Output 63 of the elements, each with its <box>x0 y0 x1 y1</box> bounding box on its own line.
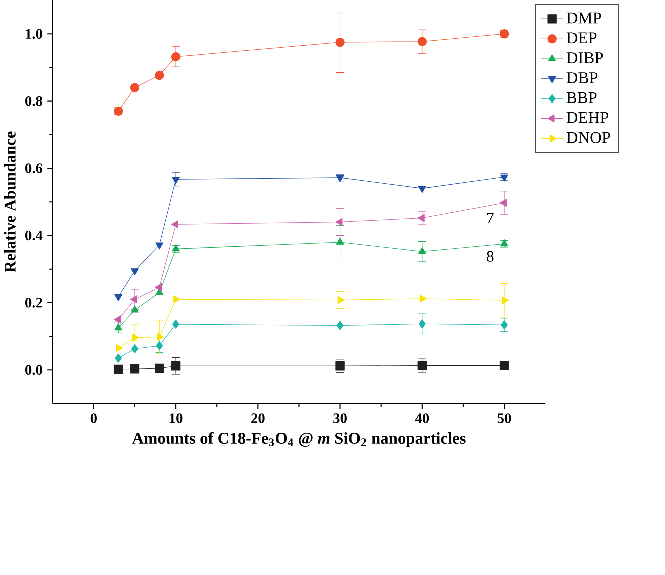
point <box>156 341 164 350</box>
point <box>418 319 426 329</box>
legend-label: DMP <box>566 12 602 24</box>
point <box>336 38 345 48</box>
point <box>131 344 138 354</box>
point <box>336 321 344 330</box>
point <box>500 361 510 370</box>
annotation: 8 <box>487 251 494 262</box>
point <box>157 333 164 342</box>
y-tick-label: 0.8 <box>26 96 42 106</box>
point <box>171 52 181 62</box>
point <box>155 364 164 373</box>
point <box>338 296 345 304</box>
point <box>418 214 425 222</box>
legend-label: DBP <box>566 72 598 84</box>
y-tick-label: 0.2 <box>26 298 42 308</box>
point <box>172 320 180 329</box>
point <box>171 220 178 229</box>
legend-label: DIBP <box>566 52 604 64</box>
x-tick-label: 50 <box>498 414 512 424</box>
point <box>116 344 124 352</box>
y-tick-label: 0.0 <box>26 365 42 375</box>
legend-label: BBP <box>566 92 597 104</box>
point <box>130 306 139 313</box>
point <box>174 296 181 304</box>
point <box>130 364 140 374</box>
x-tick-label: 20 <box>252 414 265 424</box>
point <box>130 268 139 276</box>
point <box>418 247 426 254</box>
point <box>130 83 140 92</box>
point <box>114 294 123 302</box>
point <box>130 296 138 304</box>
legend-label: DEP <box>566 32 597 44</box>
annotation: 7 <box>487 213 494 224</box>
point <box>418 361 427 370</box>
y-tick-label: 1.0 <box>26 29 42 39</box>
y-axis-title: Relative Abundance <box>4 132 16 273</box>
y-tick-label: 0.6 <box>26 164 43 174</box>
x-tick-label: 40 <box>415 414 430 424</box>
legend-label: DEHP <box>566 112 609 124</box>
point <box>500 199 507 208</box>
point <box>502 296 510 305</box>
point <box>172 177 180 184</box>
point <box>132 334 140 342</box>
point <box>418 186 426 194</box>
point <box>155 283 162 292</box>
point <box>420 294 427 303</box>
point <box>171 361 181 371</box>
point <box>336 238 344 245</box>
point <box>115 354 122 363</box>
point <box>156 242 164 250</box>
x-tick-label: 10 <box>170 414 183 424</box>
point <box>336 361 345 371</box>
point <box>336 218 343 226</box>
legend-label: DNOP <box>566 132 610 144</box>
x-tick-label: 0 <box>90 414 97 424</box>
point <box>418 37 427 46</box>
y-tick-label: 0.4 <box>26 230 43 241</box>
point <box>114 364 124 374</box>
text: Amounts of C18-Fe$_{3}$O$_{4}$ @ m SiO$_{2}$ nanoparticles <box>132 432 466 448</box>
point <box>155 70 164 80</box>
x-tick-label: 30 <box>334 414 347 424</box>
point <box>114 316 121 324</box>
